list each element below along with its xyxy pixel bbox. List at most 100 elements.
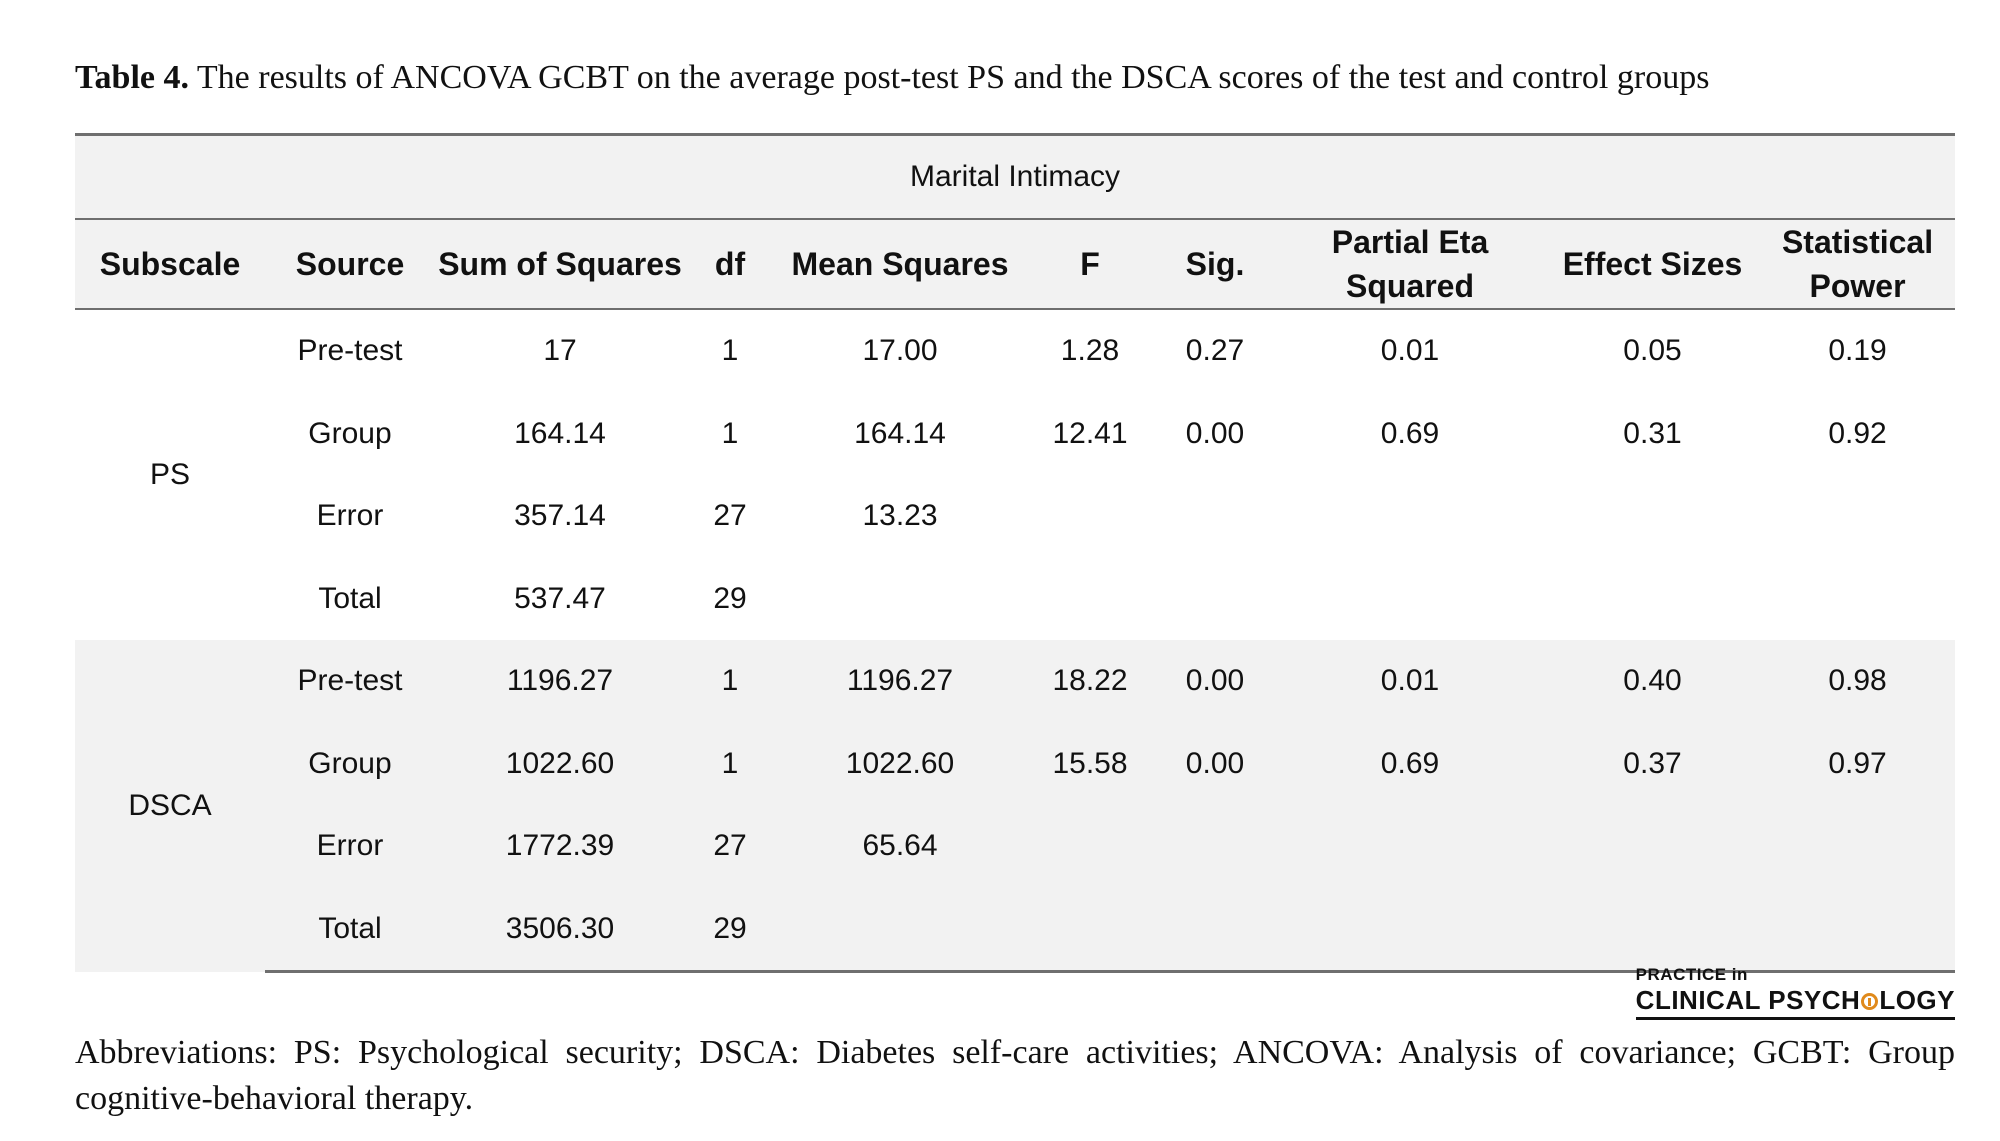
subscale-cell-dsca: DSCA bbox=[75, 640, 265, 972]
cell-f bbox=[1025, 805, 1155, 888]
cell-ss: 17 bbox=[543, 334, 577, 368]
cell-ss: 537.47 bbox=[514, 581, 606, 615]
cell-df: 27 bbox=[713, 499, 747, 533]
cell-es: 0.31 bbox=[1623, 416, 1682, 450]
cell-source: Pre-test bbox=[265, 640, 435, 723]
header-statistical-power: Statistical Power bbox=[1760, 218, 1956, 310]
cell-source: Error bbox=[316, 499, 384, 533]
cell-ms: 13.23 bbox=[862, 499, 938, 533]
table-row: PS Pre-test 17 1 17.00 1.28 0.27 0.01 0.… bbox=[75, 309, 1955, 491]
header-mean-squares: Mean Squares bbox=[775, 218, 1025, 310]
cell-ss: 1196.27 bbox=[435, 640, 685, 723]
cell-ms: 1022.60 bbox=[775, 722, 1025, 805]
cell-ms bbox=[775, 558, 1025, 641]
header-subscale: Subscale bbox=[75, 218, 265, 310]
cell-power: 0.98 bbox=[1760, 640, 1956, 723]
table-row: Error 357.14 27 13.23 bbox=[75, 475, 1955, 558]
anova-table: Marital Intimacy Subscale Source Sum of … bbox=[75, 133, 1956, 973]
brain-o-icon bbox=[1861, 993, 1879, 1010]
cell-f: 18.22 bbox=[1025, 640, 1155, 723]
cell-df: 1 bbox=[721, 334, 739, 368]
cell-sig bbox=[1155, 805, 1275, 888]
header-partial-eta-line2: Squared bbox=[1345, 268, 1475, 304]
cell-es bbox=[1545, 887, 1760, 973]
cell-f: 15.58 bbox=[1025, 722, 1155, 805]
cell-source: Error bbox=[265, 805, 435, 888]
header-row: Subscale Source Sum of Squares df Mean S… bbox=[75, 218, 1956, 310]
cell-ss: 3506.30 bbox=[435, 887, 685, 973]
cell-eta: 0.69 bbox=[1380, 416, 1440, 450]
cell-source: Group bbox=[265, 722, 435, 805]
table-caption-label: Table 4. bbox=[75, 59, 190, 96]
cell-f: 1.28 bbox=[1060, 334, 1120, 368]
cell-eta: 0.01 bbox=[1380, 334, 1440, 368]
cell-df: 27 bbox=[685, 805, 775, 888]
header-df: df bbox=[685, 218, 775, 310]
anova-table-container: Marital Intimacy Subscale Source Sum of … bbox=[75, 133, 1956, 973]
cell-ms: 1196.27 bbox=[775, 640, 1025, 723]
header-power-line1: Statistical bbox=[1781, 224, 1934, 260]
cell-sig: 0.00 bbox=[1155, 640, 1275, 723]
cell-source: Group bbox=[308, 416, 392, 450]
journal-logo: PRACTICE in CLINICAL PSYCH LOGY bbox=[1635, 965, 1955, 1020]
cell-sig bbox=[1155, 475, 1275, 558]
header-sig: Sig. bbox=[1155, 218, 1275, 310]
cell-source: Total bbox=[265, 887, 435, 973]
cell-f bbox=[1025, 475, 1155, 558]
cell-eta bbox=[1275, 475, 1545, 558]
table-row: Total 3506.30 29 bbox=[75, 887, 1956, 973]
cell-f bbox=[1025, 558, 1155, 641]
journal-logo-line2-a: CLINICAL PSYCH bbox=[1635, 985, 1861, 1015]
cell-es bbox=[1545, 805, 1760, 888]
journal-logo-line1: PRACTICE in bbox=[1635, 965, 1748, 984]
cell-eta bbox=[1275, 558, 1545, 641]
header-effect-sizes: Effect Sizes bbox=[1545, 218, 1760, 310]
journal-logo-line2-b: LOGY bbox=[1879, 985, 1955, 1015]
table-row: DSCA Pre-test 1196.27 1 1196.27 18.22 0.… bbox=[75, 640, 1956, 972]
cell-es: 0.37 bbox=[1545, 722, 1760, 805]
header-sum-of-squares: Sum of Squares bbox=[435, 218, 685, 310]
cell-sig: 0.00 bbox=[1155, 722, 1275, 805]
cell-power: 0.97 bbox=[1760, 722, 1956, 805]
cell-sig bbox=[1155, 558, 1275, 641]
cell-sig bbox=[1155, 887, 1275, 973]
header-power-line2: Power bbox=[1809, 268, 1906, 304]
table-caption-text: The results of ANCOVA GCBT on the averag… bbox=[189, 59, 1710, 96]
cell-power bbox=[1760, 805, 1956, 888]
cell-df: 1 bbox=[685, 640, 775, 723]
journal-logo-line2: CLINICAL PSYCH LOGY bbox=[1635, 985, 1955, 1020]
cell-df: 1 bbox=[721, 416, 739, 450]
cell-eta bbox=[1275, 887, 1545, 973]
table-row: Group 164.14 1 164.14 12.41 0.00 0.69 0.… bbox=[75, 393, 1955, 476]
cell-ms: 65.64 bbox=[775, 805, 1025, 888]
cell-power: 0.19 bbox=[1828, 334, 1887, 368]
cell-f: 12.41 bbox=[1052, 416, 1128, 450]
cell-power: 0.92 bbox=[1828, 416, 1887, 450]
cell-eta: 0.01 bbox=[1275, 640, 1545, 723]
cell-source: Total bbox=[318, 581, 382, 615]
table-row: Error 1772.39 27 65.64 bbox=[75, 805, 1956, 888]
cell-power bbox=[1760, 475, 1955, 558]
group-title-row: Marital Intimacy bbox=[75, 133, 1956, 219]
cell-ss: 357.14 bbox=[514, 499, 606, 533]
cell-power bbox=[1760, 558, 1955, 641]
cell-ss: 1772.39 bbox=[435, 805, 685, 888]
cell-es: 0.05 bbox=[1623, 334, 1682, 368]
cell-df: 29 bbox=[713, 581, 747, 615]
cell-eta bbox=[1275, 805, 1545, 888]
group-title: Marital Intimacy bbox=[75, 133, 1956, 219]
header-source: Source bbox=[265, 218, 435, 310]
header-f: F bbox=[1025, 218, 1155, 310]
cell-ms: 164.14 bbox=[854, 416, 946, 450]
subscale-cell-ps: PS bbox=[149, 458, 191, 491]
cell-sig: 0.00 bbox=[1185, 416, 1245, 450]
table-footnote: Abbreviations: PS: Psychological securit… bbox=[75, 1034, 1955, 1117]
cell-ss: 1022.60 bbox=[435, 722, 685, 805]
cell-power bbox=[1760, 887, 1956, 973]
cell-sig: 0.27 bbox=[1185, 334, 1245, 368]
cell-es: 0.40 bbox=[1545, 640, 1760, 723]
cell-ss: 164.14 bbox=[514, 416, 606, 450]
cell-df: 29 bbox=[685, 887, 775, 973]
header-partial-eta-line1: Partial Eta bbox=[1331, 224, 1489, 260]
cell-f bbox=[1025, 887, 1155, 973]
